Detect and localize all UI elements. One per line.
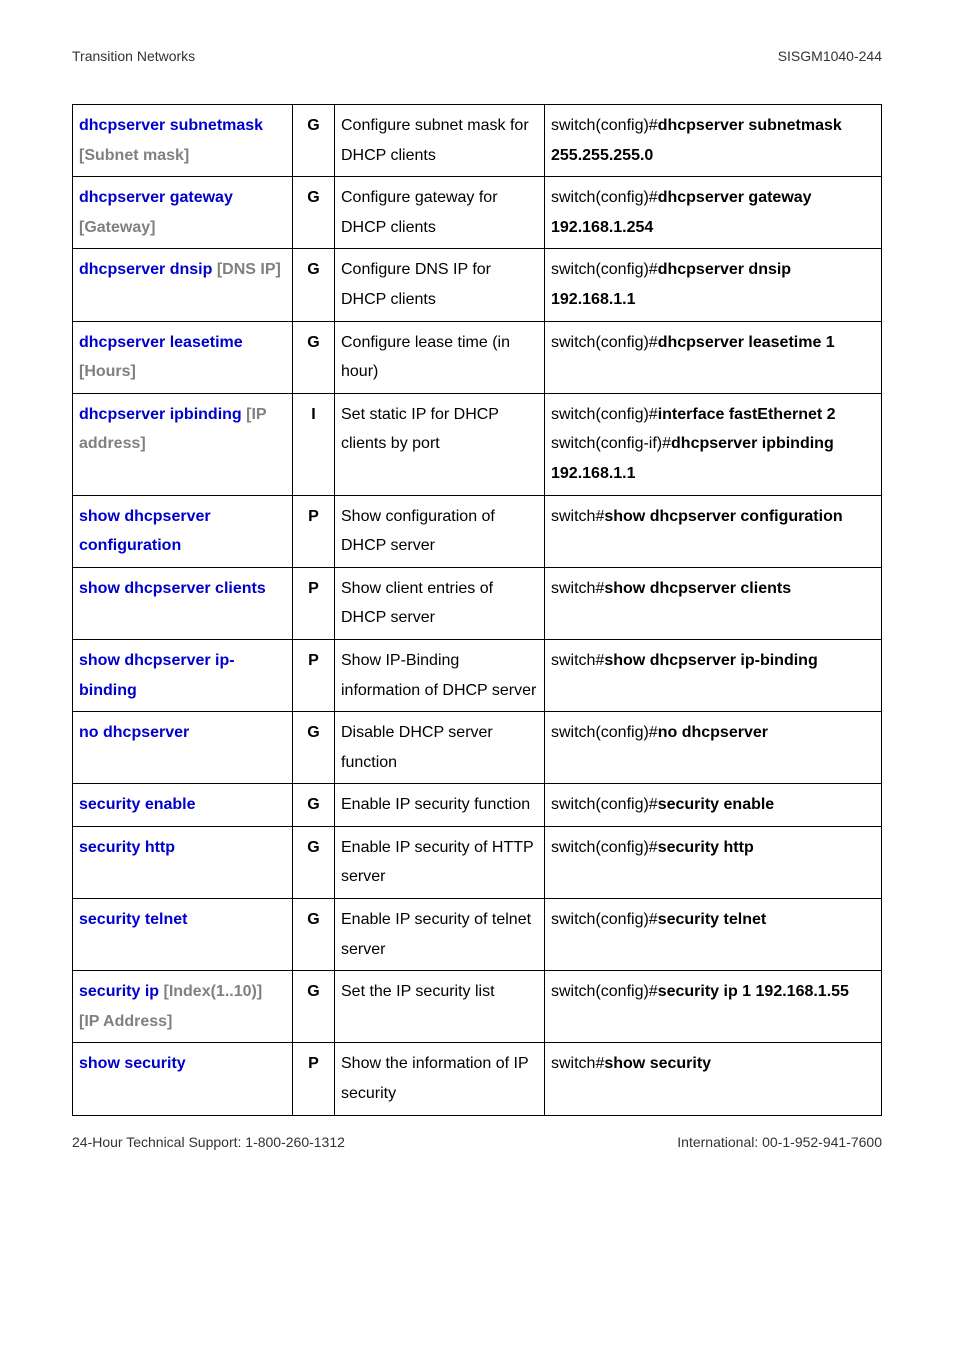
description-cell: Enable IP security of telnet server bbox=[335, 899, 545, 971]
command-cell: security enable bbox=[73, 784, 293, 827]
example-cell: switch#show dhcpserver configuration bbox=[545, 495, 882, 567]
mode-cell: P bbox=[293, 1043, 335, 1115]
command-name: security ip bbox=[79, 983, 159, 1000]
mode-cell: G bbox=[293, 826, 335, 898]
footer-left: 24-Hour Technical Support: 1-800-260-131… bbox=[72, 1134, 345, 1150]
example-cell: switch#show security bbox=[545, 1043, 882, 1115]
mode-cell: G bbox=[293, 712, 335, 784]
table-row: dhcpserver leasetime [Hours]GConfigure l… bbox=[73, 321, 882, 393]
mode-cell: G bbox=[293, 249, 335, 321]
example-cell: switch(config)#dhcpserver subnetmask 255… bbox=[545, 105, 882, 177]
example-cell: switch(config)#dhcpserver gateway 192.16… bbox=[545, 177, 882, 249]
example-cell: switch(config)#dhcpserver dnsip 192.168.… bbox=[545, 249, 882, 321]
table-row: security telnet GEnable IP security of te… bbox=[73, 899, 882, 971]
description-cell: Enable IP security function bbox=[335, 784, 545, 827]
mode-cell: P bbox=[293, 639, 335, 711]
command-cell: dhcpserver ipbinding [IP address] bbox=[73, 393, 293, 495]
example-cell: switch(config)#security ip 1 192.168.1.5… bbox=[545, 971, 882, 1043]
command-cell: no dhcpserver bbox=[73, 712, 293, 784]
command-cell: security telnet bbox=[73, 899, 293, 971]
description-cell: Enable IP security of HTTP server bbox=[335, 826, 545, 898]
description-cell: Disable DHCP server function bbox=[335, 712, 545, 784]
command-arg: [Gateway] bbox=[79, 219, 155, 236]
command-name: show dhcpserver configuration bbox=[79, 508, 211, 555]
description-cell: Show configuration of DHCP server bbox=[335, 495, 545, 567]
table-row: security http GEnable IP security of HTTP… bbox=[73, 826, 882, 898]
description-cell: Configure DNS IP for DHCP clients bbox=[335, 249, 545, 321]
command-cell: show dhcpserver clients bbox=[73, 567, 293, 639]
command-table: dhcpserver subnetmask [Subnet mask]GConf… bbox=[72, 104, 882, 1116]
command-name: show dhcpserver clients bbox=[79, 580, 266, 597]
command-name: dhcpserver subnetmask bbox=[79, 117, 263, 134]
command-cell: show dhcpserver ip-binding bbox=[73, 639, 293, 711]
command-cell: dhcpserver subnetmask [Subnet mask] bbox=[73, 105, 293, 177]
mode-cell: G bbox=[293, 177, 335, 249]
command-name: no dhcpserver bbox=[79, 724, 189, 741]
command-arg: [Subnet mask] bbox=[79, 147, 189, 164]
mode-cell: P bbox=[293, 495, 335, 567]
table-row: dhcpserver subnetmask [Subnet mask]GConf… bbox=[73, 105, 882, 177]
description-cell: Show the information of IP security bbox=[335, 1043, 545, 1115]
mode-cell: P bbox=[293, 567, 335, 639]
mode-cell: G bbox=[293, 321, 335, 393]
table-row: dhcpserver gateway [Gateway]GConfigure g… bbox=[73, 177, 882, 249]
header-right: SISGM1040-244 bbox=[778, 48, 882, 64]
command-cell: dhcpserver gateway [Gateway] bbox=[73, 177, 293, 249]
example-cell: switch(config)#security enable bbox=[545, 784, 882, 827]
page-header: Transition Networks SISGM1040-244 bbox=[72, 48, 882, 64]
description-cell: Configure gateway for DHCP clients bbox=[335, 177, 545, 249]
example-cell: switch#show dhcpserver ip-binding bbox=[545, 639, 882, 711]
command-arg: [Hours] bbox=[79, 363, 136, 380]
command-name: show security bbox=[79, 1055, 186, 1072]
command-arg: [DNS IP] bbox=[217, 261, 281, 278]
command-cell: show dhcpserver configuration bbox=[73, 495, 293, 567]
description-cell: Show IP-Binding information of DHCP serv… bbox=[335, 639, 545, 711]
table-row: show dhcpserver configuration PShow confi… bbox=[73, 495, 882, 567]
command-cell: security ip [Index(1..10)] [IP Address] bbox=[73, 971, 293, 1043]
command-name: dhcpserver leasetime bbox=[79, 334, 243, 351]
command-name: dhcpserver gateway bbox=[79, 189, 233, 206]
header-left: Transition Networks bbox=[72, 48, 195, 64]
mode-cell: G bbox=[293, 971, 335, 1043]
example-cell: switch#show dhcpserver clients bbox=[545, 567, 882, 639]
description-cell: Configure subnet mask for DHCP clients bbox=[335, 105, 545, 177]
mode-cell: G bbox=[293, 899, 335, 971]
command-cell: dhcpserver leasetime [Hours] bbox=[73, 321, 293, 393]
table-row: security enable GEnable IP security funct… bbox=[73, 784, 882, 827]
command-name: show dhcpserver ip-binding bbox=[79, 652, 235, 699]
table-row: security ip [Index(1..10)] [IP Address]G… bbox=[73, 971, 882, 1043]
description-cell: Set the IP security list bbox=[335, 971, 545, 1043]
mode-cell: G bbox=[293, 105, 335, 177]
command-name: security http bbox=[79, 839, 175, 856]
example-cell: switch(config)#interface fastEthernet 2s… bbox=[545, 393, 882, 495]
command-cell: dhcpserver dnsip [DNS IP] bbox=[73, 249, 293, 321]
mode-cell: I bbox=[293, 393, 335, 495]
mode-cell: G bbox=[293, 784, 335, 827]
command-name: security telnet bbox=[79, 911, 187, 928]
description-cell: Configure lease time (in hour) bbox=[335, 321, 545, 393]
table-row: show dhcpserver ip-binding PShow IP-Bindi… bbox=[73, 639, 882, 711]
example-cell: switch(config)#dhcpserver leasetime 1 bbox=[545, 321, 882, 393]
command-name: dhcpserver ipbinding bbox=[79, 406, 242, 423]
page-footer: 24-Hour Technical Support: 1-800-260-131… bbox=[72, 1134, 882, 1150]
command-cell: show security bbox=[73, 1043, 293, 1115]
example-cell: switch(config)#no dhcpserver bbox=[545, 712, 882, 784]
description-cell: Set static IP for DHCP clients by port bbox=[335, 393, 545, 495]
table-row: show security PShow the information of IP… bbox=[73, 1043, 882, 1115]
table-row: show dhcpserver clients PShow client entr… bbox=[73, 567, 882, 639]
description-cell: Show client entries of DHCP server bbox=[335, 567, 545, 639]
command-name: dhcpserver dnsip bbox=[79, 261, 212, 278]
table-row: no dhcpserver GDisable DHCP server functi… bbox=[73, 712, 882, 784]
footer-right: International: 00-1-952-941-7600 bbox=[677, 1134, 882, 1150]
table-row: dhcpserver ipbinding [IP address]ISet st… bbox=[73, 393, 882, 495]
command-name: security enable bbox=[79, 796, 196, 813]
command-cell: security http bbox=[73, 826, 293, 898]
example-cell: switch(config)#security http bbox=[545, 826, 882, 898]
example-cell: switch(config)#security telnet bbox=[545, 899, 882, 971]
table-row: dhcpserver dnsip [DNS IP]GConfigure DNS … bbox=[73, 249, 882, 321]
